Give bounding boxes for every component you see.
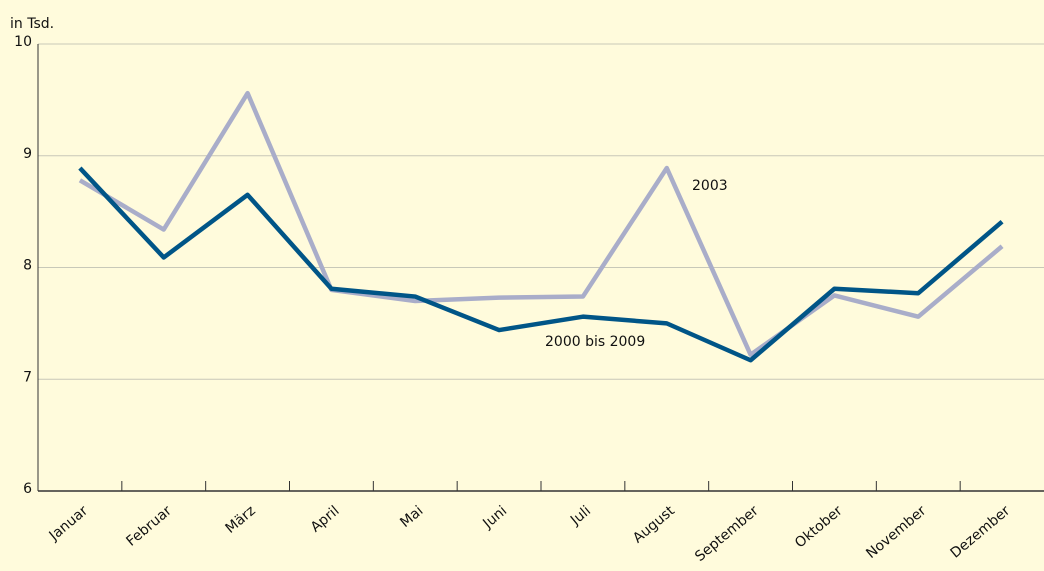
y-tick-label: 8 — [23, 258, 32, 274]
y-tick-label: 10 — [14, 34, 32, 50]
line-series — [78, 90, 1004, 357]
y-axis-label: in Tsd. — [10, 16, 54, 32]
line-series — [78, 166, 1004, 363]
series-label: 2003 — [692, 178, 728, 194]
series-label: 2000 bis 2009 — [545, 334, 645, 350]
y-tick-label: 6 — [23, 481, 32, 497]
y-tick-label: 7 — [23, 369, 32, 385]
y-tick-label: 9 — [23, 146, 32, 162]
